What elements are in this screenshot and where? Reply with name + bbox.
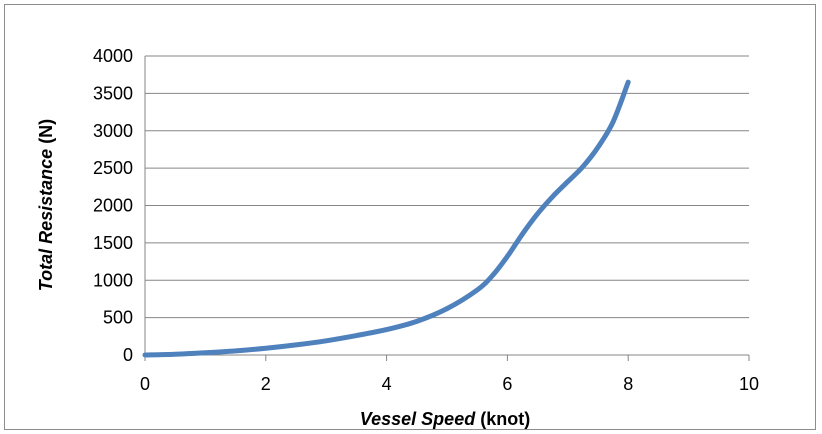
y-tick-label: 2000 — [93, 196, 133, 216]
x-tick-label: 4 — [382, 374, 392, 394]
x-tick-label: 8 — [623, 374, 633, 394]
y-tick-labels: 0 500 1000 1500 2000 2500 3000 3500 4000 — [93, 46, 133, 365]
y-tick-label: 0 — [123, 345, 133, 365]
x-tick-labels: 0 2 4 6 8 10 — [140, 374, 759, 394]
x-axis-title-unit: (knot) — [475, 409, 530, 429]
x-tick-label: 10 — [739, 374, 759, 394]
y-tick-label: 3000 — [93, 121, 133, 141]
y-tick-label: 1500 — [93, 233, 133, 253]
gridlines — [145, 55, 749, 319]
series-line-0 — [142, 79, 631, 358]
x-axis-title-main: Vessel Speed — [360, 409, 476, 429]
series-group — [142, 79, 631, 358]
y-tick-label: 500 — [103, 308, 133, 328]
y-tick-label: 2500 — [93, 158, 133, 178]
y-axis-title: Total Resistance (N) — [36, 119, 56, 291]
y-tick-label: 3500 — [93, 83, 133, 103]
y-tick-label: 4000 — [93, 46, 133, 66]
y-axis-title-main: Total Resistance — [36, 149, 56, 291]
x-tick-label: 0 — [140, 374, 150, 394]
x-tick-label: 6 — [502, 374, 512, 394]
y-tick-label: 1000 — [93, 270, 133, 290]
x-axis-title: Vessel Speed (knot) — [360, 409, 530, 429]
axes — [144, 56, 750, 361]
y-axis-title-unit: (N) — [36, 119, 56, 149]
x-tick-label: 2 — [261, 374, 271, 394]
chart-area — [4, 4, 816, 430]
